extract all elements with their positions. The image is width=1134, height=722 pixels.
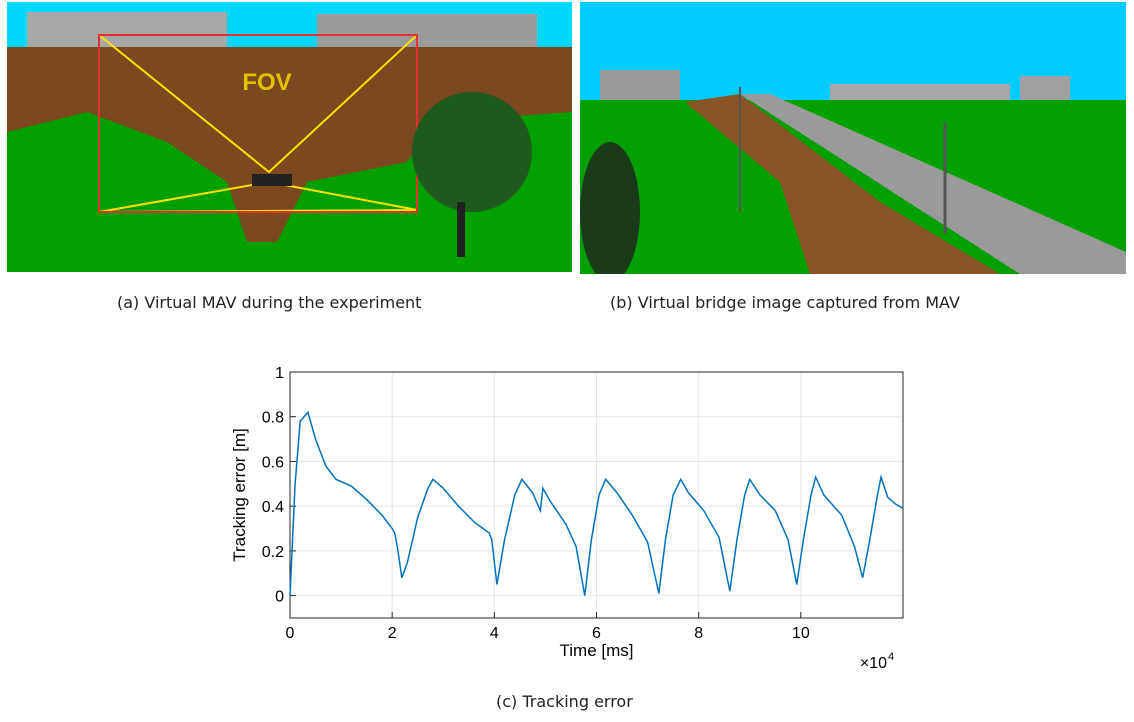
x-tick-label: 6 [592, 625, 601, 642]
x-tick-label: 2 [388, 625, 397, 642]
figure: FOV (a) Virtual MAV during the experimen… [0, 0, 1134, 722]
x-tick-label: 0 [286, 625, 295, 642]
x-tick-label: 10 [792, 625, 810, 642]
y-tick-label: 0.2 [262, 544, 284, 561]
x-tick-label: 8 [694, 625, 703, 642]
y-tick-label: 0 [275, 589, 284, 606]
y-tick-label: 0.8 [262, 410, 284, 427]
y-tick-label: 1 [275, 365, 284, 382]
y-tick-label: 0.6 [262, 454, 284, 471]
x-tick-label: 4 [490, 625, 499, 642]
x-axis-label: Time [ms] [560, 641, 634, 660]
x-scale-label: ×10 [860, 655, 887, 672]
bridge-image [580, 2, 1126, 274]
x-scale-exponent: 4 [888, 651, 894, 663]
y-axis-label: Tracking error [m] [230, 428, 249, 562]
caption-c: (c) Tracking error [496, 692, 633, 711]
caption-b: (b) Virtual bridge image captured from M… [610, 293, 960, 312]
y-tick-label: 0.4 [262, 499, 284, 516]
mav-image: FOV [7, 2, 572, 272]
chart: 0 2 4 6 8 10 0 0.2 0.4 0.6 0.8 1 Time [ms] Tracking e… [0, 350, 1134, 680]
caption-a: (a) Virtual MAV during the experiment [117, 293, 421, 312]
fov-label: FOV [242, 69, 291, 96]
